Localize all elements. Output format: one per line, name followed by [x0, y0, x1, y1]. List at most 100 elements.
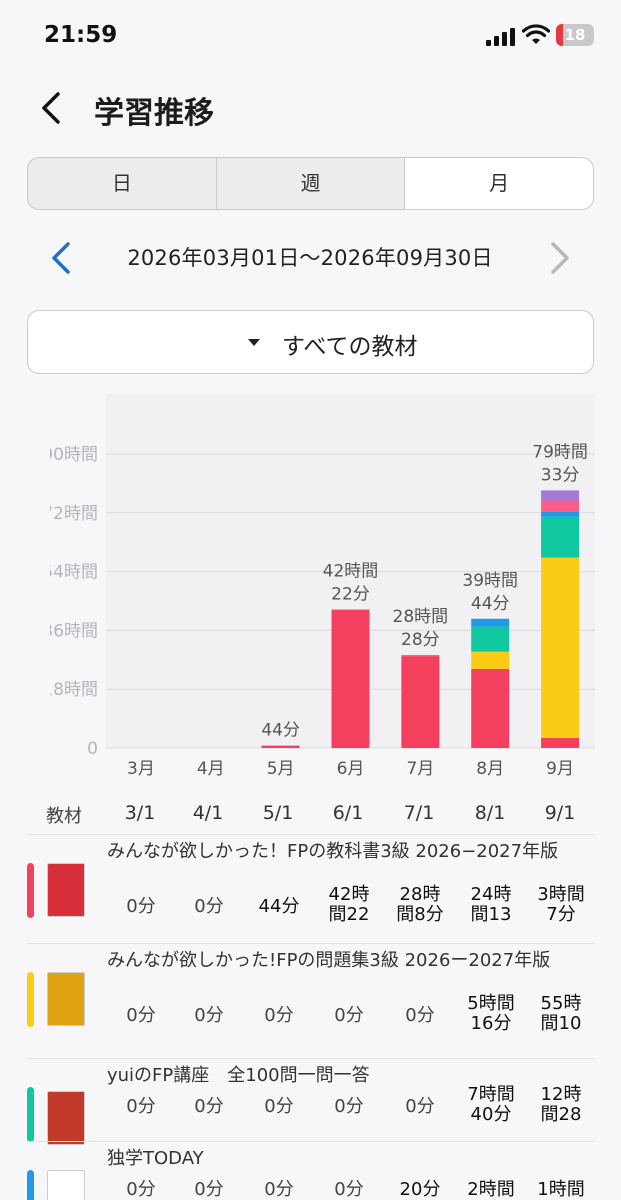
material-month-value: 0分: [385, 1097, 455, 1117]
y-tick-label: 0: [87, 739, 98, 759]
material-month-value: 42時 間22: [314, 885, 384, 925]
x-tick-label: 6月: [337, 759, 365, 779]
wifi-icon: [522, 24, 550, 44]
value-line: 24時: [470, 884, 512, 905]
value-line: 12時: [540, 1084, 582, 1105]
status-time: 21:59: [44, 22, 118, 48]
y-tick-label: 36時間: [50, 621, 98, 641]
x-tick-label: 7月: [406, 759, 434, 779]
month-header: 6/1: [332, 802, 364, 824]
material-color-bar: [27, 1170, 34, 1200]
value-line: 2時間: [467, 1179, 515, 1200]
bar-segment: [541, 511, 580, 517]
material-month-value: 28時 間8分: [385, 885, 455, 925]
date-navigation: 2026年03月01日〜2026年09月30日: [0, 232, 621, 282]
value-line: 40分: [470, 1104, 512, 1125]
bar-total-label: 44分: [261, 721, 300, 741]
material-column-header: 教材: [46, 806, 82, 827]
date-range: 2026年03月01日〜2026年09月30日: [127, 246, 493, 270]
value-line: 44分: [258, 896, 300, 917]
tab-day[interactable]: 日: [28, 158, 217, 209]
material-month-value: 20分: [385, 1180, 455, 1200]
bar-segment: [471, 651, 510, 669]
month-header: 7/1: [403, 802, 435, 824]
bar-segment: [541, 557, 580, 738]
tab-week[interactable]: 週: [217, 158, 406, 209]
back-arrow-icon[interactable]: [34, 86, 70, 130]
battery-icon: 18: [556, 24, 594, 46]
material-month-value: 0分: [174, 1180, 244, 1200]
material-month-value: 0分: [244, 1180, 314, 1200]
bar-segment: [401, 656, 440, 748]
value-line: 0分: [334, 1179, 364, 1200]
month-header: 3/1: [124, 802, 156, 824]
bar-segment: [541, 516, 580, 558]
chevron-left-icon[interactable]: [46, 238, 76, 278]
material-name: みんなが欲しかった!FPの問題集3級 2026ー2027年版: [107, 950, 551, 971]
material-month-value: 0分: [174, 897, 244, 917]
bar-total-label: 33分: [541, 465, 580, 485]
value-line: 間28: [540, 1104, 582, 1125]
bar-segment: [401, 654, 440, 657]
material-month-value: 0分: [244, 1006, 314, 1026]
material-month-value: 55時 間10: [526, 994, 596, 1034]
material-month-value: 0分: [106, 897, 176, 917]
material-month-value: 2時間: [456, 1180, 526, 1200]
material-row[interactable]: みんなが欲しかった！FPの教科書3級 2026−2027年版 0分 0分 44分 42時…: [27, 834, 594, 943]
value-line: 0分: [334, 1096, 364, 1117]
material-month-value: 3時間 7分: [526, 885, 596, 925]
material-filter-label: すべての教材: [282, 334, 418, 360]
book-cover-thumbnail: [47, 972, 85, 1026]
value-line: 1時間: [537, 1179, 585, 1200]
value-line: 0分: [194, 1005, 224, 1026]
value-line: 55時: [540, 993, 582, 1014]
value-line: 0分: [264, 1005, 294, 1026]
bar-segment: [471, 668, 510, 748]
value-line: 間22: [328, 904, 370, 925]
x-tick-label: 3月: [127, 759, 155, 779]
material-month-value: 0分: [314, 1097, 384, 1117]
bar-segment: [541, 500, 580, 512]
value-line: 3時間: [537, 884, 585, 905]
value-line: 0分: [126, 1005, 156, 1026]
tab-month[interactable]: 月: [405, 158, 593, 209]
chevron-right-icon[interactable]: [545, 238, 575, 278]
material-row[interactable]: みんなが欲しかった!FPの問題集3級 2026ー2027年版 0分 0分 0分 0分 0分…: [27, 943, 594, 1058]
value-line: 0分: [194, 1096, 224, 1117]
material-row[interactable]: yuiのFP講座 全100問一問一答 0分 0分 0分 0分 0分 7時間 40分 12時 間28: [27, 1058, 594, 1145]
material-month-value: 7時間 40分: [456, 1085, 526, 1125]
month-header: 9/1: [544, 802, 576, 824]
material-month-value: 0分: [106, 1180, 176, 1200]
material-month-value: 1時間: [526, 1180, 596, 1200]
header: 学習推移: [0, 78, 621, 138]
material-month-value: 0分: [314, 1006, 384, 1026]
value-line: 5時間: [467, 993, 515, 1014]
value-line: 0分: [126, 896, 156, 917]
value-line: 0分: [264, 1179, 294, 1200]
bar-segment: [471, 626, 510, 652]
material-filter-dropdown[interactable]: すべての教材: [27, 310, 594, 374]
value-line: 間10: [540, 1013, 582, 1034]
book-cover-thumbnail: [47, 863, 85, 917]
value-line: 0分: [126, 1096, 156, 1117]
material-row[interactable]: 独学TODAY 0分 0分 0分 0分 20分 2時間 1時間: [27, 1141, 594, 1200]
material-color-bar: [27, 863, 34, 918]
value-line: 0分: [264, 1096, 294, 1117]
material-color-bar: [27, 972, 34, 1027]
y-tick-label: 90時間: [50, 445, 98, 465]
material-month-value: 0分: [314, 1180, 384, 1200]
x-tick-label: 9月: [546, 759, 574, 779]
x-tick-label: 5月: [267, 759, 295, 779]
material-month-value: 0分: [174, 1097, 244, 1117]
bar-total-label: 79時間: [532, 442, 588, 462]
material-month-value: 24時 間13: [456, 885, 526, 925]
month-header: 5/1: [262, 802, 294, 824]
x-tick-label: 4月: [197, 759, 225, 779]
bar-total-label: 44分: [471, 594, 510, 614]
month-header: 8/1: [474, 802, 506, 824]
material-month-value: 44分: [244, 897, 314, 917]
bar-total-label: 28分: [401, 630, 440, 650]
material-month-value: 0分: [385, 1006, 455, 1026]
value-line: 0分: [194, 1179, 224, 1200]
y-tick-label: 72時間: [50, 504, 98, 524]
